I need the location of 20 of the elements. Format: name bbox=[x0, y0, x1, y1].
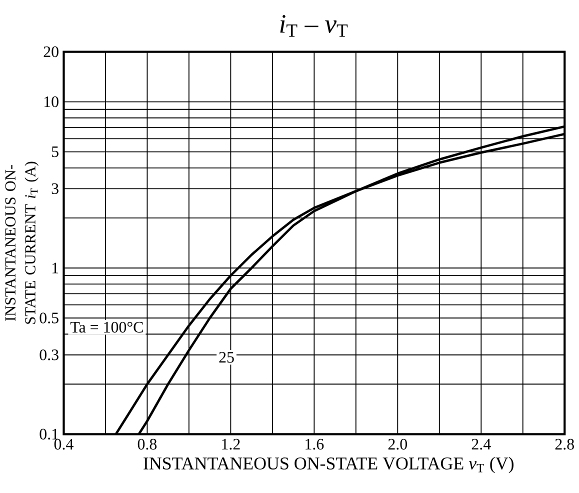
x-tick-label: 2.4 bbox=[472, 438, 491, 450]
x-tick-label: 1.2 bbox=[222, 438, 240, 450]
series-label: 25 bbox=[219, 352, 234, 363]
y-tick-label: 0.3 bbox=[40, 350, 58, 360]
x-tick-label: 1.6 bbox=[306, 438, 324, 450]
y-axis-title: INSTANTANEOUS ON-STATE CURRENT i$_{T}$ (A) bbox=[5, 162, 39, 324]
x-tick-label: 2.0 bbox=[388, 438, 407, 450]
y-tick-label: 10 bbox=[44, 96, 58, 108]
x-tick-label: 2.8 bbox=[555, 438, 574, 450]
y-tick-label: 3 bbox=[52, 183, 58, 194]
chart-title: i$_{T}$ – v$_{T}$ bbox=[280, 15, 348, 37]
y-tick-label: 5 bbox=[52, 146, 58, 158]
x-tick-label: 0.8 bbox=[138, 438, 157, 450]
x-axis-title: INSTANTANEOUS ON-STATE VOLTAGE v$_{T}$ (V) bbox=[144, 456, 514, 474]
text: Ta = 100°C bbox=[70, 322, 143, 333]
y-tick-label: 0.1 bbox=[40, 428, 58, 440]
y-tick-label: 20 bbox=[44, 46, 58, 58]
y-tick-label: 1 bbox=[52, 262, 58, 274]
y-tick-label: 0.5 bbox=[40, 312, 58, 324]
x-tick-label: 0.4 bbox=[54, 438, 74, 450]
